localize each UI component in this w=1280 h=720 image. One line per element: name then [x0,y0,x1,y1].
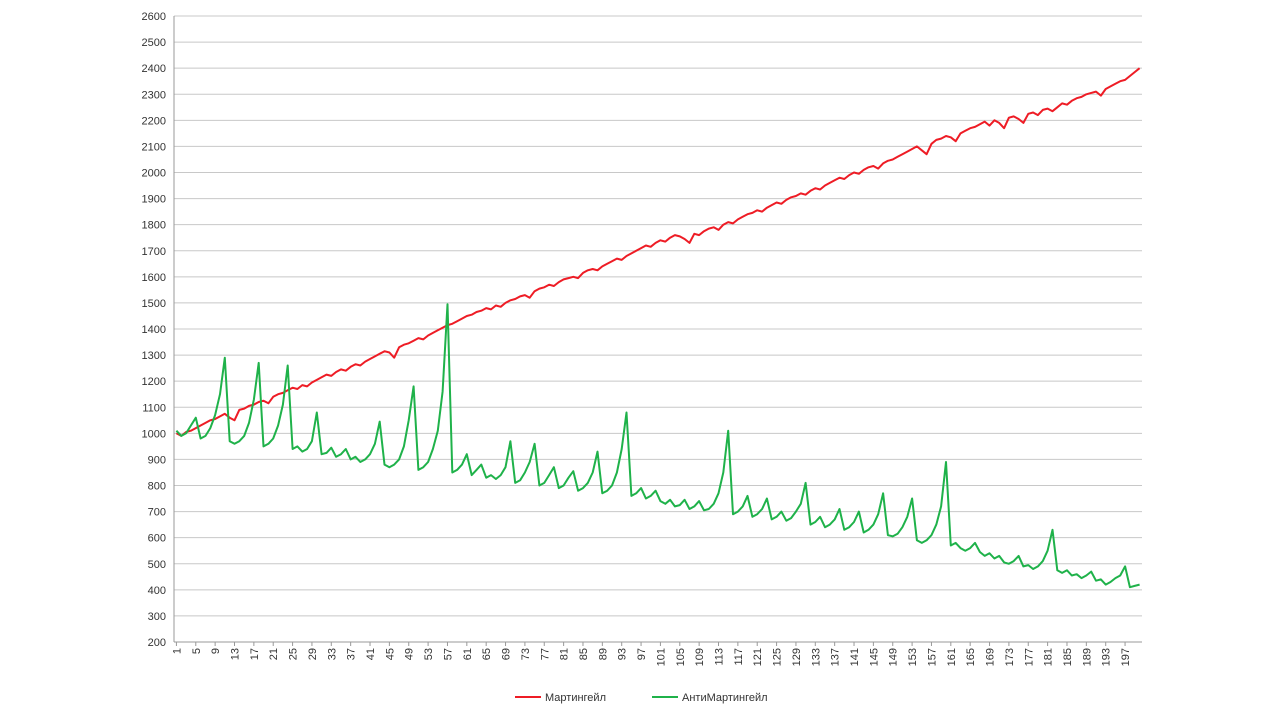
y-tick-label: 1000 [142,428,166,440]
x-tick-label: 93 [617,648,629,660]
y-tick-label: 1400 [142,324,166,336]
y-tick-label: 1300 [142,350,166,362]
y-tick-label: 2400 [142,63,166,75]
x-tick-label: 69 [501,648,513,660]
x-tick-label: 1 [171,648,183,654]
x-tick-label: 141 [849,648,861,666]
x-tick-label: 9 [210,648,222,654]
x-tick-label: 193 [1101,648,1113,666]
x-tick-label: 113 [714,648,726,666]
y-tick-label: 1600 [142,272,166,284]
x-tick-label: 25 [288,648,300,660]
x-tick-label: 49 [404,648,416,660]
x-tick-label: 29 [307,648,319,660]
y-tick-label: 600 [148,533,166,545]
line-series [175,303,1140,589]
x-tick-label: 189 [1081,648,1093,666]
x-tick-label: 89 [597,648,609,660]
x-tick-label: 37 [346,648,358,660]
x-tick-label: 129 [791,648,803,666]
x-tick-label: 121 [752,648,764,666]
legend-label: Мартингейл [545,692,606,704]
y-tick-label: 500 [148,559,166,571]
x-tick-label: 53 [423,648,435,660]
y-tick-label: 800 [148,481,166,493]
line-series [175,67,1141,437]
y-tick-label: 2100 [142,141,166,153]
y-tick-label: 1800 [142,220,166,232]
y-tick-label: 300 [148,611,166,623]
x-tick-label: 197 [1120,648,1132,666]
x-tick-label: 177 [1023,648,1035,666]
x-tick-label: 165 [965,648,977,666]
x-tick-label: 73 [520,648,532,660]
y-tick-label: 1700 [142,246,166,258]
y-tick-label: 2000 [142,168,166,180]
x-tick-label: 181 [1043,648,1055,666]
x-tick-label: 117 [733,648,745,666]
x-tick-label: 41 [365,648,377,660]
x-tick-label: 149 [888,648,900,666]
x-tick-label: 85 [578,648,590,660]
y-tick-label: 1500 [142,298,166,310]
y-tick-label: 200 [148,637,166,649]
x-tick-label: 57 [442,648,454,660]
y-tick-label: 1100 [142,402,166,414]
y-tick-label: 700 [148,507,166,519]
x-tick-label: 137 [830,648,842,666]
x-tick-label: 173 [1004,648,1016,666]
x-tick-label: 169 [985,648,997,666]
x-tick-label: 109 [694,648,706,666]
x-tick-label: 125 [772,648,784,666]
x-tick-label: 97 [636,648,648,660]
x-tick-label: 77 [539,648,551,660]
x-tick-label: 145 [868,648,880,666]
y-tick-label: 2200 [142,115,166,127]
legend-label: АнтиМартингейл [682,692,768,704]
x-tick-label: 133 [810,648,822,666]
y-tick-label: 400 [148,585,166,597]
y-tick-label: 1200 [142,376,166,388]
y-tick-label: 2300 [142,89,166,101]
x-tick-label: 185 [1062,648,1074,666]
y-tick-label: 1900 [142,194,166,206]
x-tick-label: 5 [191,648,203,654]
y-tick-label: 900 [148,454,166,466]
x-tick-label: 21 [268,648,280,660]
x-tick-label: 45 [384,648,396,660]
y-tick-label: 2500 [142,37,166,49]
x-tick-label: 161 [946,648,958,666]
x-tick-label: 105 [675,648,687,666]
x-tick-label: 101 [655,648,667,666]
x-tick-label: 157 [926,648,938,666]
x-tick-label: 81 [559,648,571,660]
x-tick-label: 33 [326,648,338,660]
x-tick-label: 17 [249,648,261,660]
x-tick-label: 13 [230,648,242,660]
x-tick-label: 65 [481,648,493,660]
x-tick-label: 61 [462,648,474,660]
x-tick-label: 153 [907,648,919,666]
y-tick-label: 2600 [142,11,166,23]
